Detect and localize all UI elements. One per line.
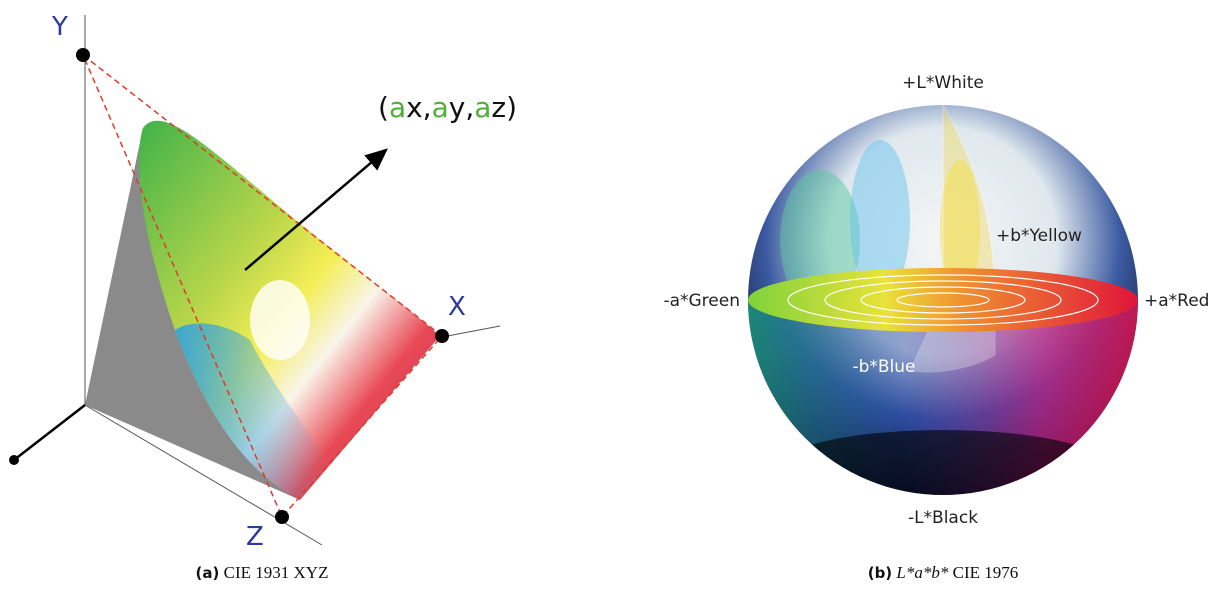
label-blue: -b*Blue — [852, 357, 915, 377]
x-label: X — [448, 292, 466, 322]
figure: Y X Z (ax,ay,az) (a) CIE 1931 XYZ +L*Whi… — [0, 0, 1220, 590]
label-green: -a*Green — [663, 291, 740, 311]
caption-text: CIE 1976 — [953, 563, 1019, 582]
dot — [9, 455, 19, 465]
panel-a: Y X Z (ax,ay,az) (a) CIE 1931 XYZ — [9, 12, 517, 582]
vec-part: ( — [378, 91, 389, 124]
caption-math: L*a*b* — [895, 563, 948, 582]
vec-part: x, — [406, 91, 431, 124]
vec-part: a — [474, 91, 491, 124]
y-point — [76, 48, 90, 62]
z-point — [275, 510, 289, 524]
caption-b: (b) L*a*b* CIE 1976 — [868, 563, 1019, 582]
label-yellow: +b*Yellow — [996, 226, 1082, 246]
vector-label: (ax,ay,az) — [378, 91, 517, 124]
z-label: Z — [246, 522, 264, 552]
x-point — [435, 329, 449, 343]
axis-extension — [14, 405, 85, 460]
panel-b: +L*White +b*Yellow -a*Green +a*Red -b*Bl… — [663, 73, 1209, 582]
label-red: +a*Red — [1144, 291, 1209, 311]
caption-a: (a) CIE 1931 XYZ — [196, 563, 329, 582]
caption-tag: (b) — [868, 564, 892, 582]
caption-tag: (a) — [196, 564, 220, 582]
vec-part: y, — [449, 91, 474, 124]
y-label: Y — [51, 12, 68, 42]
label-white: +L*White — [902, 73, 984, 93]
vec-part: z) — [491, 91, 517, 124]
label-black: -L*Black — [908, 508, 978, 528]
caption-text: CIE 1931 XYZ — [224, 563, 329, 582]
shadow — [773, 430, 1113, 510]
equator-plane — [748, 268, 1138, 332]
vec-part: a — [432, 91, 449, 124]
vec-part: a — [389, 91, 406, 124]
white-point — [250, 280, 310, 360]
